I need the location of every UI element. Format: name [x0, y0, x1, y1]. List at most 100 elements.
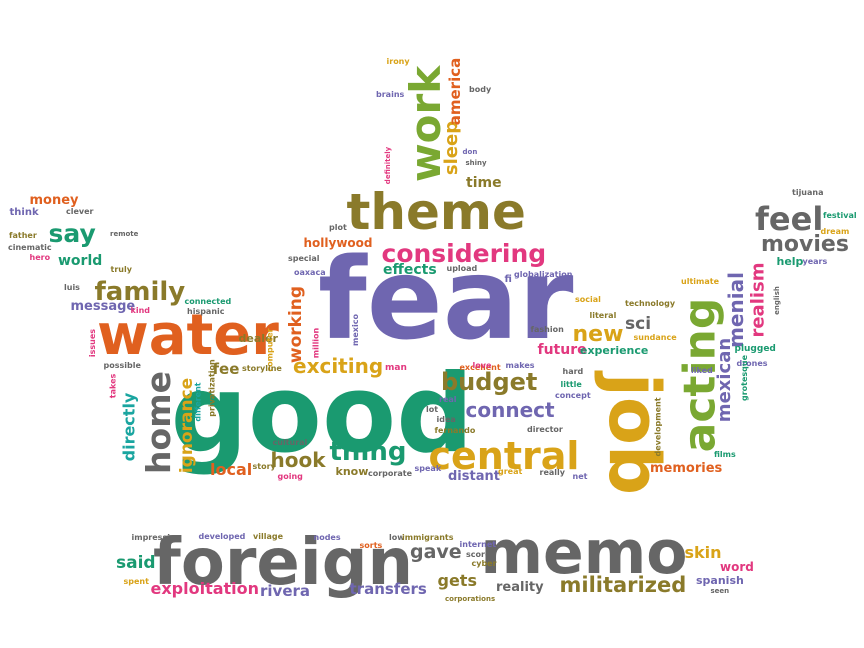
word-hollywood: hollywood [303, 236, 373, 250]
word-technology: technology [625, 299, 676, 308]
word-years: years [802, 257, 828, 266]
word-excellent: excellent [459, 363, 501, 372]
word-kind: kind [130, 306, 150, 315]
word-word: word [720, 560, 754, 574]
word-clever: clever [66, 207, 94, 216]
word-cyber: cyber [471, 559, 497, 568]
word-grotesque: grotesque [740, 354, 750, 402]
word-fi: fi [504, 274, 512, 285]
word-sleep: sleep [441, 120, 463, 176]
word-directly: directly [118, 392, 138, 462]
word-water: water [97, 303, 279, 368]
word-menial: menial [723, 272, 748, 348]
word-plot: plot [329, 223, 347, 232]
word-connect: connect [465, 398, 555, 422]
word-know: know [335, 464, 369, 478]
word-story: story [252, 462, 276, 471]
word-foreign: foreign [153, 526, 414, 600]
word-liked: liked [691, 366, 713, 375]
word-working: working [285, 285, 306, 363]
word-different: different [193, 382, 203, 422]
word-cultural: cultural [272, 438, 308, 447]
word-hook: hook [270, 448, 326, 472]
word-central: central [428, 434, 580, 478]
word-say: say [48, 218, 96, 248]
word-real: real [439, 395, 457, 404]
word-dream: dream [820, 227, 850, 236]
word-makes: makes [505, 361, 535, 370]
word-message: message [70, 298, 136, 314]
word-impressive: impressive [131, 533, 181, 542]
word-lot: lot [426, 405, 439, 414]
word-developed: developed [198, 532, 246, 541]
word-score: score [466, 550, 491, 559]
word-skin: skin [684, 543, 722, 562]
word-rivera: rivera [260, 581, 311, 600]
word-nodes: nodes [313, 533, 341, 542]
word-literal: literal [589, 311, 617, 320]
word-idea: idea [436, 415, 456, 424]
word-plugged: plugged [734, 343, 776, 354]
word-tijuana: tijuana [792, 188, 824, 197]
word-memo: memo [480, 518, 688, 588]
word-oaxaca: oaxaca [294, 268, 326, 277]
word-gave: gave [410, 540, 462, 563]
word-money: money [29, 192, 79, 208]
word-possible: possible [103, 361, 141, 370]
word-drones: drones [736, 359, 768, 368]
word-director: director [527, 425, 563, 434]
word-english: english [772, 285, 781, 315]
word-irony: irony [386, 57, 410, 66]
word-budget: budget [441, 368, 538, 396]
word-little: little [560, 380, 582, 389]
word-low: low [389, 533, 405, 542]
word-films: films [714, 450, 736, 459]
word-luis: luis [64, 283, 80, 292]
word-issues: issues [88, 328, 98, 358]
word-development: development [653, 397, 663, 457]
word-spanish: spanish [696, 573, 744, 587]
word-new: new [572, 322, 624, 347]
word-gets: gets [437, 571, 477, 590]
word-takes: takes [107, 373, 117, 399]
word-exciting: exciting [293, 354, 384, 378]
word-seen: seen [710, 586, 730, 595]
word-hero: hero [29, 253, 51, 262]
word-fee: fee [212, 359, 240, 378]
word-distant: distant [448, 468, 500, 484]
word-concept: concept [555, 391, 591, 400]
word-cinematic: cinematic [8, 243, 52, 252]
word-fashion: fashion [530, 325, 564, 334]
word-hard: hard [562, 367, 584, 376]
word-experience: experience [580, 343, 649, 357]
word-storyline: storyline [242, 364, 282, 373]
word-ultimate: ultimate [681, 277, 719, 286]
word-special: special [288, 254, 320, 263]
word-time: time [466, 175, 502, 191]
word-million: million [310, 327, 320, 359]
word-really: really [539, 468, 565, 477]
word-corporate: corporate [368, 469, 412, 478]
word-globalization: globalization [514, 270, 573, 279]
word-net: net [572, 472, 588, 481]
word-social: social [575, 295, 601, 304]
word-militarized: militarized [559, 572, 687, 597]
word-spent: spent [123, 577, 149, 586]
word-going: going [277, 472, 303, 481]
word-corporations: corporations [445, 594, 496, 603]
word-man: man [385, 362, 407, 373]
word-immigrants: immigrants [402, 533, 454, 542]
word-love: love [472, 361, 492, 370]
word-village: village [253, 532, 283, 541]
word-sci: sci [625, 313, 652, 334]
word-thing: thing [329, 437, 407, 467]
word-world: world [58, 253, 103, 269]
word-privatization: privatization [207, 359, 217, 417]
word-home: home [138, 370, 178, 474]
word-transfers: transfers [349, 579, 427, 598]
word-remote: remote [110, 229, 139, 238]
word-festival: festival [823, 211, 857, 220]
word-feel: feel [755, 200, 824, 238]
word-mexican: mexican [714, 337, 736, 423]
